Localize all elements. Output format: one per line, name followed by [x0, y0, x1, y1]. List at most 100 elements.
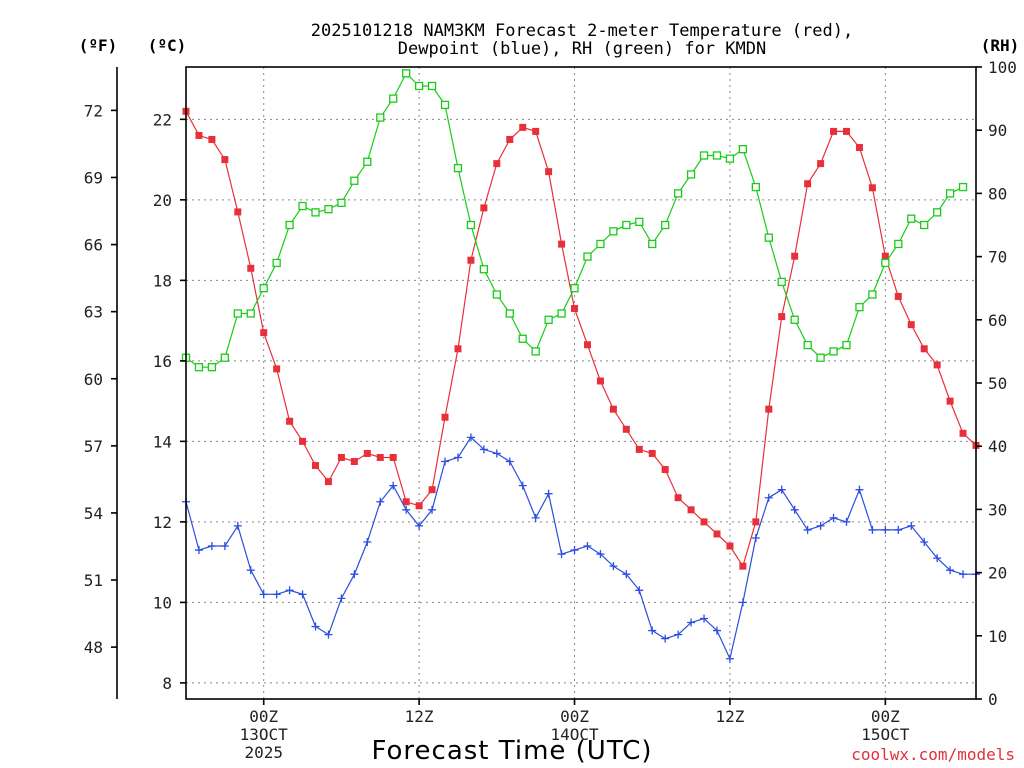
- data-point-marker: [311, 622, 320, 631]
- series-line: [185, 436, 976, 661]
- data-point-marker: [285, 220, 294, 230]
- data-point-marker: [571, 305, 579, 313]
- data-point-marker: [583, 542, 592, 551]
- data-point-marker: [453, 163, 463, 173]
- data-point-marker: [830, 127, 838, 135]
- rh-tick-label: 0: [988, 690, 998, 709]
- data-point-marker: [959, 570, 968, 579]
- x-tick-year: 2025: [244, 743, 283, 762]
- celsius-tick-label: 22: [153, 110, 172, 129]
- title-line-2: Dewpoint (blue), RH (green) for KMDN: [398, 39, 766, 59]
- rh-tick-label: 30: [988, 500, 1007, 519]
- data-point-marker: [829, 347, 838, 356]
- data-point-marker: [946, 397, 954, 405]
- data-point-marker: [894, 525, 903, 534]
- data-point-marker: [842, 127, 850, 135]
- data-point-marker: [259, 590, 268, 599]
- title-line-1: 2025101218 NAM3KM Forecast 2-meter Tempe…: [311, 21, 853, 41]
- data-point-marker: [208, 135, 216, 143]
- celsius-unit-label: (ºC): [148, 36, 187, 55]
- chart-title: 2025101218 NAM3KM Forecast 2-meter Tempe…: [311, 21, 853, 59]
- data-point-marker: [777, 485, 786, 494]
- data-point-marker: [194, 546, 203, 555]
- fahrenheit-tick-label: 63: [84, 303, 103, 322]
- rh-tick-label: 10: [988, 627, 1007, 646]
- data-point-marker: [531, 513, 540, 522]
- data-point-marker: [233, 521, 242, 530]
- data-point-marker: [920, 220, 929, 230]
- data-point-marker: [246, 566, 255, 575]
- data-point-marker: [441, 413, 449, 421]
- data-point-marker: [466, 433, 475, 442]
- rh-tick-label: 70: [988, 248, 1007, 267]
- data-point-marker: [479, 445, 488, 454]
- data-point-marker: [337, 453, 345, 461]
- rh-tick-label: 100: [988, 58, 1017, 77]
- data-point-marker: [298, 590, 307, 599]
- x-tick-time: 00Z: [560, 707, 589, 726]
- data-point-marker: [661, 220, 670, 230]
- data-point-marker: [428, 486, 436, 494]
- data-point-marker: [493, 160, 501, 168]
- data-point-marker: [894, 292, 902, 300]
- data-point-marker: [234, 208, 242, 216]
- data-point-marker: [583, 252, 592, 261]
- tick-labels: 8 10 12 14 16 18 20 22 48 51 54 57 60 63 66 69 72 0 10 20 30…: [84, 58, 1017, 762]
- data-point-marker: [272, 590, 281, 599]
- data-point-marker: [272, 258, 281, 268]
- data-point-marker: [207, 542, 216, 551]
- x-tick-time: 00Z: [249, 707, 278, 726]
- data-point-marker: [687, 618, 696, 627]
- x-tick-date: 14OCT: [550, 725, 599, 744]
- plot-frame: [185, 66, 977, 700]
- data-point-marker: [622, 570, 631, 579]
- data-point-marker: [712, 151, 722, 160]
- data-point-marker: [440, 100, 450, 110]
- data-point-marker: [790, 505, 799, 514]
- fahrenheit-tick-label: 60: [84, 370, 103, 389]
- fahrenheit-unit-label: (ºF): [79, 36, 118, 55]
- data-point-marker: [453, 453, 462, 462]
- x-tick-time: 12Z: [405, 707, 434, 726]
- data-point-marker: [194, 363, 204, 372]
- data-point-marker: [751, 182, 760, 192]
- fahrenheit-tick-label: 66: [84, 236, 103, 255]
- data-point-marker: [881, 258, 890, 268]
- data-point-marker: [557, 550, 566, 559]
- rh-tick-label: 50: [988, 374, 1007, 393]
- data-point-marker: [855, 485, 864, 494]
- data-point-marker: [350, 176, 359, 185]
- data-point-marker: [207, 363, 217, 372]
- data-point-marker: [259, 284, 268, 293]
- data-point-marker: [544, 315, 553, 324]
- data-point-marker: [518, 481, 527, 490]
- data-point-marker: [778, 313, 786, 321]
- data-point-marker: [570, 546, 579, 555]
- data-point-marker: [648, 239, 657, 249]
- series-temperature: [182, 107, 980, 570]
- rh-tick-label: 60: [988, 311, 1007, 330]
- data-point-marker: [221, 156, 229, 164]
- data-point-marker: [752, 518, 760, 526]
- data-point-marker: [725, 154, 735, 163]
- rh-unit-label: (RH): [981, 36, 1020, 55]
- fahrenheit-tick-label: 72: [84, 101, 103, 120]
- rh-tick-label: 20: [988, 564, 1007, 583]
- data-point-marker: [842, 517, 851, 526]
- data-point-marker: [596, 239, 605, 249]
- data-point-marker: [246, 309, 255, 318]
- series-rh: [181, 69, 968, 372]
- data-point-marker: [402, 69, 411, 78]
- data-point-marker: [765, 405, 773, 413]
- data-point-marker: [376, 497, 385, 506]
- x-tick-date: 15OCT: [861, 725, 910, 744]
- data-point-marker: [492, 290, 501, 299]
- data-point-marker: [570, 284, 579, 293]
- data-point-marker: [363, 538, 372, 547]
- data-point-marker: [609, 405, 617, 413]
- data-point-marker: [738, 145, 748, 154]
- data-point-marker: [363, 157, 372, 166]
- data-point-marker: [402, 505, 411, 514]
- data-point-marker: [686, 170, 696, 179]
